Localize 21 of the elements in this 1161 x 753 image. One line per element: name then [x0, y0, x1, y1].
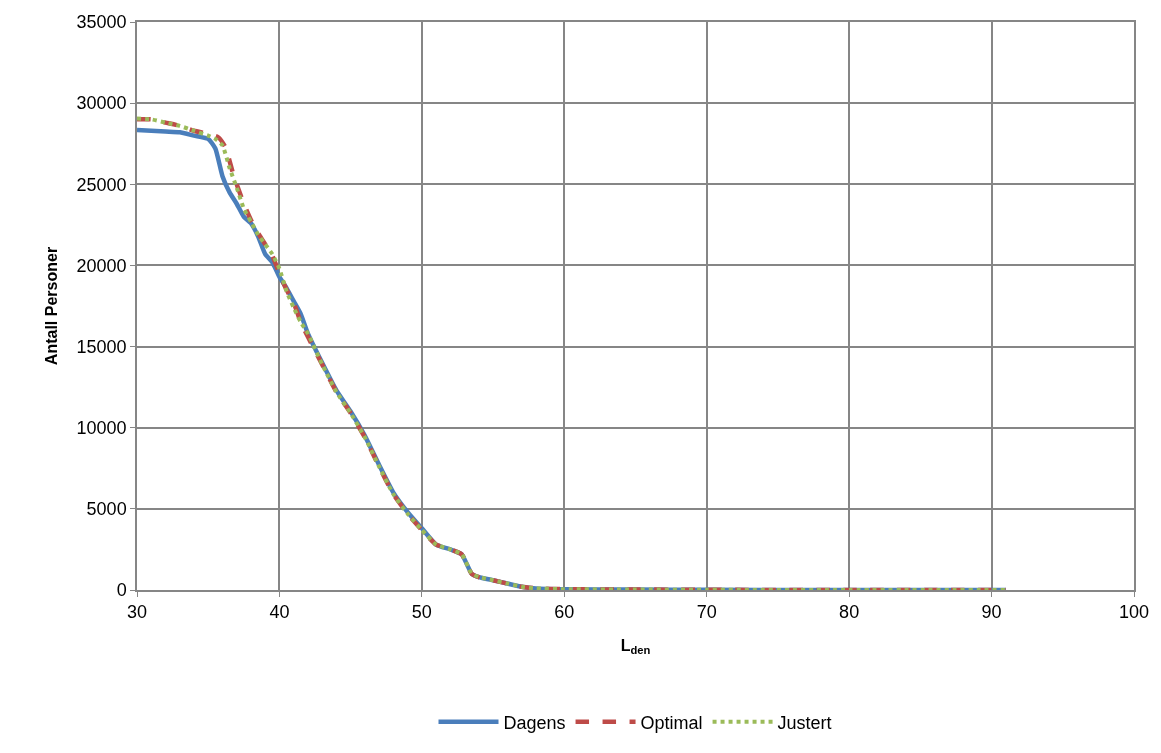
- y-tick-label: 35000: [76, 12, 127, 33]
- x-tick-label: 90: [981, 602, 1002, 623]
- y-tick-label: 30000: [76, 93, 127, 114]
- x-tick-label: 100: [1118, 602, 1150, 623]
- x-axis-title: L$_{den}$: [620, 636, 651, 656]
- y-tick-label: 10000: [76, 418, 127, 439]
- y-tick-label: 25000: [76, 174, 127, 195]
- x-tick-label: 70: [696, 602, 717, 623]
- x-tick-label: 60: [554, 602, 575, 623]
- y-tick-label: 20000: [76, 255, 127, 276]
- x-tick-label: 50: [411, 602, 432, 623]
- y-tick-label: 5000: [86, 499, 127, 520]
- legend-label: Dagens: [503, 712, 566, 733]
- x-tick-label: 80: [839, 602, 860, 623]
- y-axis-title: Antall Personer: [42, 246, 60, 366]
- x-tick-label: 40: [269, 602, 290, 623]
- y-tick-label: 15000: [76, 336, 127, 357]
- legend-label: Optimal: [640, 712, 703, 733]
- legend-label: Justert: [777, 712, 832, 733]
- y-tick-label: 0: [116, 580, 127, 601]
- x-tick-label: 30: [126, 602, 148, 623]
